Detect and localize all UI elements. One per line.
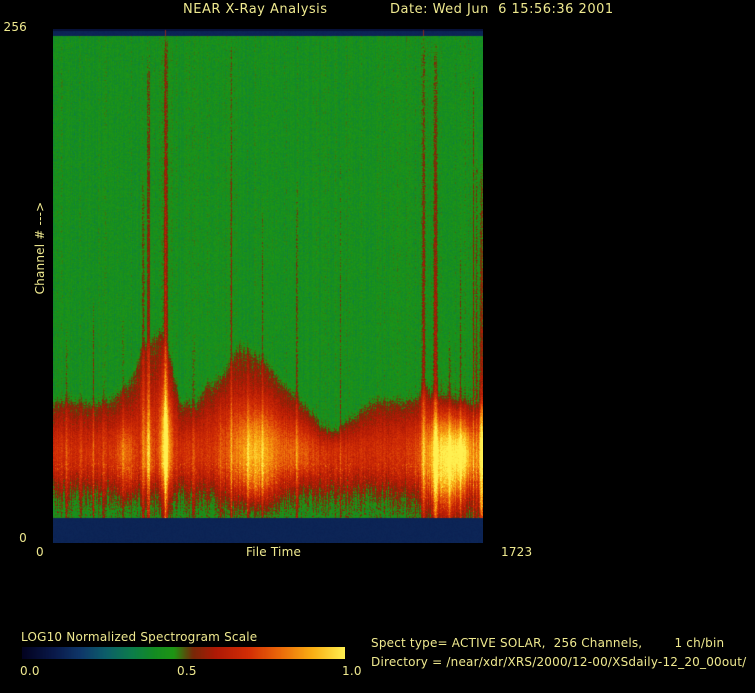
x-axis-max-tick: 1723 (501, 545, 533, 559)
colorbar-tick-min: 0.0 (20, 664, 40, 678)
spect-type-text: Spect type= ACTIVE SOLAR, 256 Channels, … (371, 636, 725, 650)
x-axis-min-tick: 0 (36, 545, 44, 559)
y-axis-max-tick: 256 (3, 20, 27, 34)
x-axis-label: File Time (246, 545, 302, 559)
y-axis-label: Channel # ---> (33, 201, 47, 295)
colorbar-tick-mid: 0.5 (177, 664, 197, 678)
y-axis-min-tick: 0 (19, 531, 27, 545)
colorbar-tick-max: 1.0 (342, 664, 362, 678)
chart-title: NEAR X-Ray Analysis (183, 2, 328, 17)
spectrogram-image (53, 29, 483, 543)
date-label: Date: Wed Jun 6 15:56:36 2001 (390, 2, 614, 17)
directory-text: Directory = /near/xdr/XRS/2000/12-00/XSd… (371, 655, 747, 669)
colorbar-gradient (22, 647, 345, 659)
colorbar-label: LOG10 Normalized Spectrogram Scale (21, 630, 258, 644)
